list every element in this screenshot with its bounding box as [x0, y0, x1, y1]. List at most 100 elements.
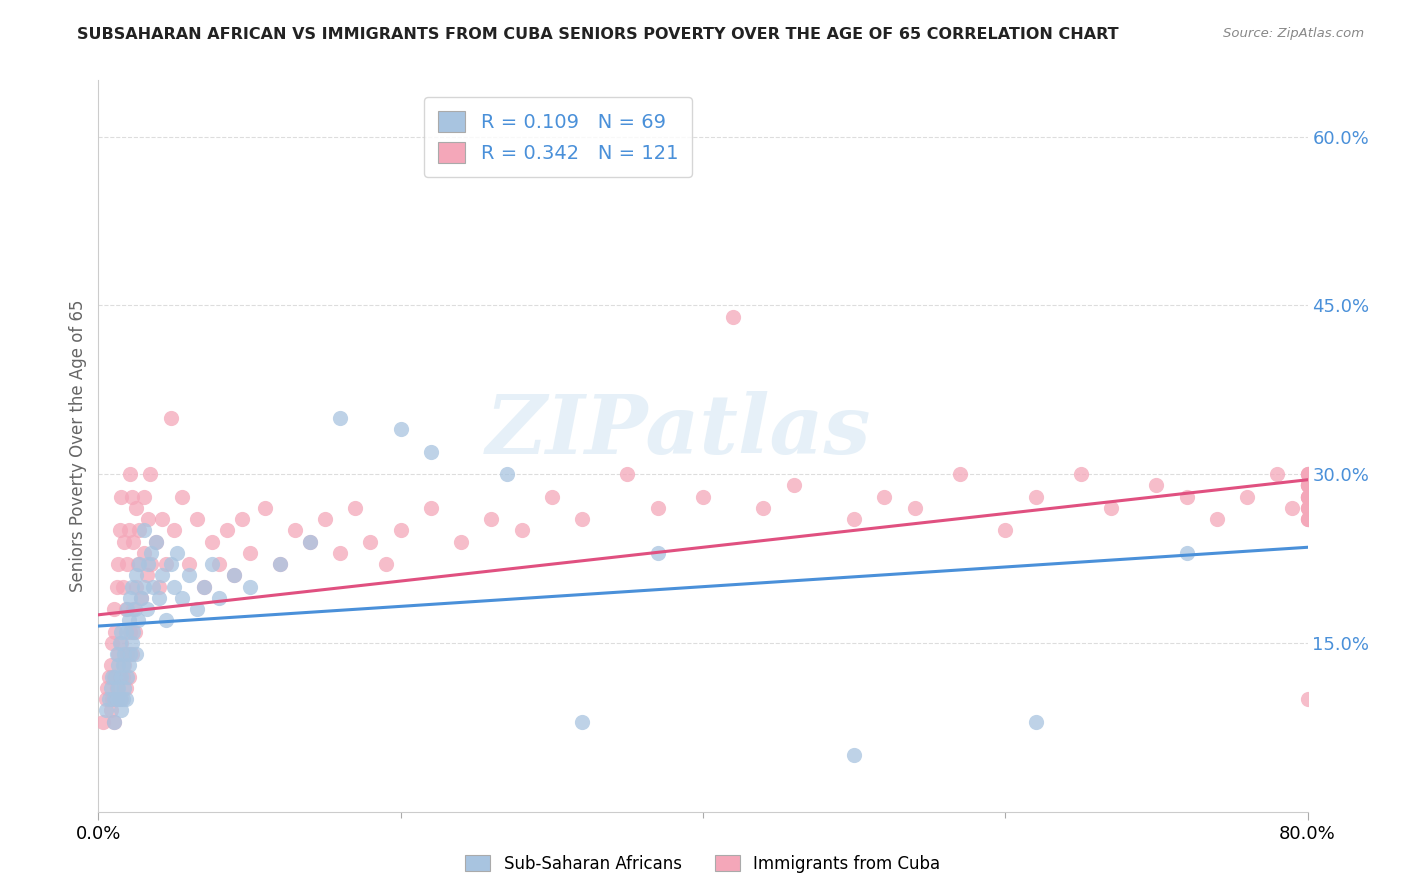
Point	[91, 714, 114, 729]
Point	[253, 500, 276, 515]
Point	[844, 512, 866, 526]
Text: Source: ZipAtlas.com: Source: ZipAtlas.com	[1223, 27, 1364, 40]
Point	[127, 557, 149, 571]
Point	[127, 614, 149, 628]
Point	[269, 557, 291, 571]
Point	[110, 636, 132, 650]
Point	[101, 670, 124, 684]
Point	[110, 624, 132, 639]
Point	[1296, 692, 1319, 706]
Point	[135, 602, 157, 616]
Point	[186, 512, 208, 526]
Point	[239, 546, 262, 560]
Point	[141, 557, 163, 571]
Point	[186, 602, 208, 616]
Point	[115, 557, 138, 571]
Point	[110, 692, 132, 706]
Point	[121, 580, 143, 594]
Point	[1296, 490, 1319, 504]
Point	[163, 580, 186, 594]
Point	[1296, 467, 1319, 482]
Point	[1070, 467, 1092, 482]
Point	[136, 557, 159, 571]
Point	[125, 568, 148, 582]
Point	[111, 658, 134, 673]
Point	[100, 703, 122, 717]
Point	[124, 624, 146, 639]
Point	[420, 444, 443, 458]
Point	[1024, 714, 1046, 729]
Point	[120, 467, 142, 482]
Point	[193, 580, 215, 594]
Point	[155, 557, 177, 571]
Point	[101, 636, 124, 650]
Point	[129, 591, 152, 605]
Point	[1296, 500, 1319, 515]
Point	[132, 546, 155, 560]
Point	[299, 534, 322, 549]
Point	[103, 670, 125, 684]
Point	[100, 681, 122, 695]
Point	[107, 681, 129, 695]
Point	[118, 524, 141, 538]
Point	[108, 692, 131, 706]
Point	[108, 636, 131, 650]
Point	[224, 568, 246, 582]
Point	[122, 624, 145, 639]
Point	[647, 500, 669, 515]
Point	[1175, 546, 1198, 560]
Point	[100, 658, 122, 673]
Point	[135, 568, 157, 582]
Point	[105, 580, 128, 594]
Point	[1099, 500, 1122, 515]
Point	[118, 614, 141, 628]
Point	[844, 748, 866, 763]
Point	[179, 568, 201, 582]
Point	[121, 490, 143, 504]
Text: ZIPatlas: ZIPatlas	[486, 392, 872, 471]
Point	[1296, 467, 1319, 482]
Point	[994, 524, 1017, 538]
Point	[1024, 490, 1046, 504]
Point	[1296, 512, 1319, 526]
Point	[389, 422, 412, 436]
Point	[201, 534, 224, 549]
Point	[132, 524, 155, 538]
Point	[723, 310, 745, 324]
Point	[114, 692, 136, 706]
Point	[132, 490, 155, 504]
Point	[571, 714, 593, 729]
Point	[125, 580, 148, 594]
Point	[239, 580, 262, 594]
Point	[125, 647, 148, 661]
Point	[148, 591, 170, 605]
Point	[136, 512, 159, 526]
Point	[107, 658, 129, 673]
Point	[692, 490, 714, 504]
Point	[215, 524, 238, 538]
Point	[1296, 490, 1319, 504]
Point	[1267, 467, 1289, 482]
Point	[329, 410, 352, 425]
Point	[115, 602, 138, 616]
Point	[150, 568, 173, 582]
Point	[142, 580, 165, 594]
Point	[1236, 490, 1258, 504]
Point	[269, 557, 291, 571]
Point	[118, 658, 141, 673]
Point	[1296, 467, 1319, 482]
Point	[101, 692, 124, 706]
Point	[103, 692, 125, 706]
Point	[284, 524, 307, 538]
Point	[105, 647, 128, 661]
Point	[1296, 478, 1319, 492]
Point	[145, 534, 167, 549]
Point	[374, 557, 396, 571]
Point	[1296, 500, 1319, 515]
Point	[111, 580, 134, 594]
Point	[1296, 490, 1319, 504]
Point	[1296, 478, 1319, 492]
Point	[110, 490, 132, 504]
Point	[540, 490, 562, 504]
Point	[1206, 512, 1229, 526]
